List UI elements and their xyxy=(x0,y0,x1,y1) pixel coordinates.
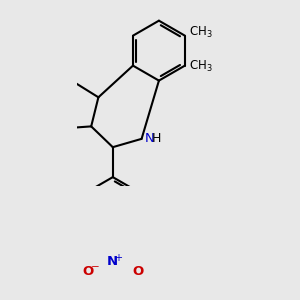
Text: +: + xyxy=(114,253,122,263)
Text: −: − xyxy=(91,262,100,272)
Text: CH$_3$: CH$_3$ xyxy=(189,25,213,40)
Text: N: N xyxy=(107,255,118,268)
Text: N: N xyxy=(144,132,154,146)
Text: CH$_3$: CH$_3$ xyxy=(189,59,213,74)
Text: O: O xyxy=(132,265,143,278)
Text: O: O xyxy=(82,265,94,278)
Text: H: H xyxy=(152,132,161,146)
